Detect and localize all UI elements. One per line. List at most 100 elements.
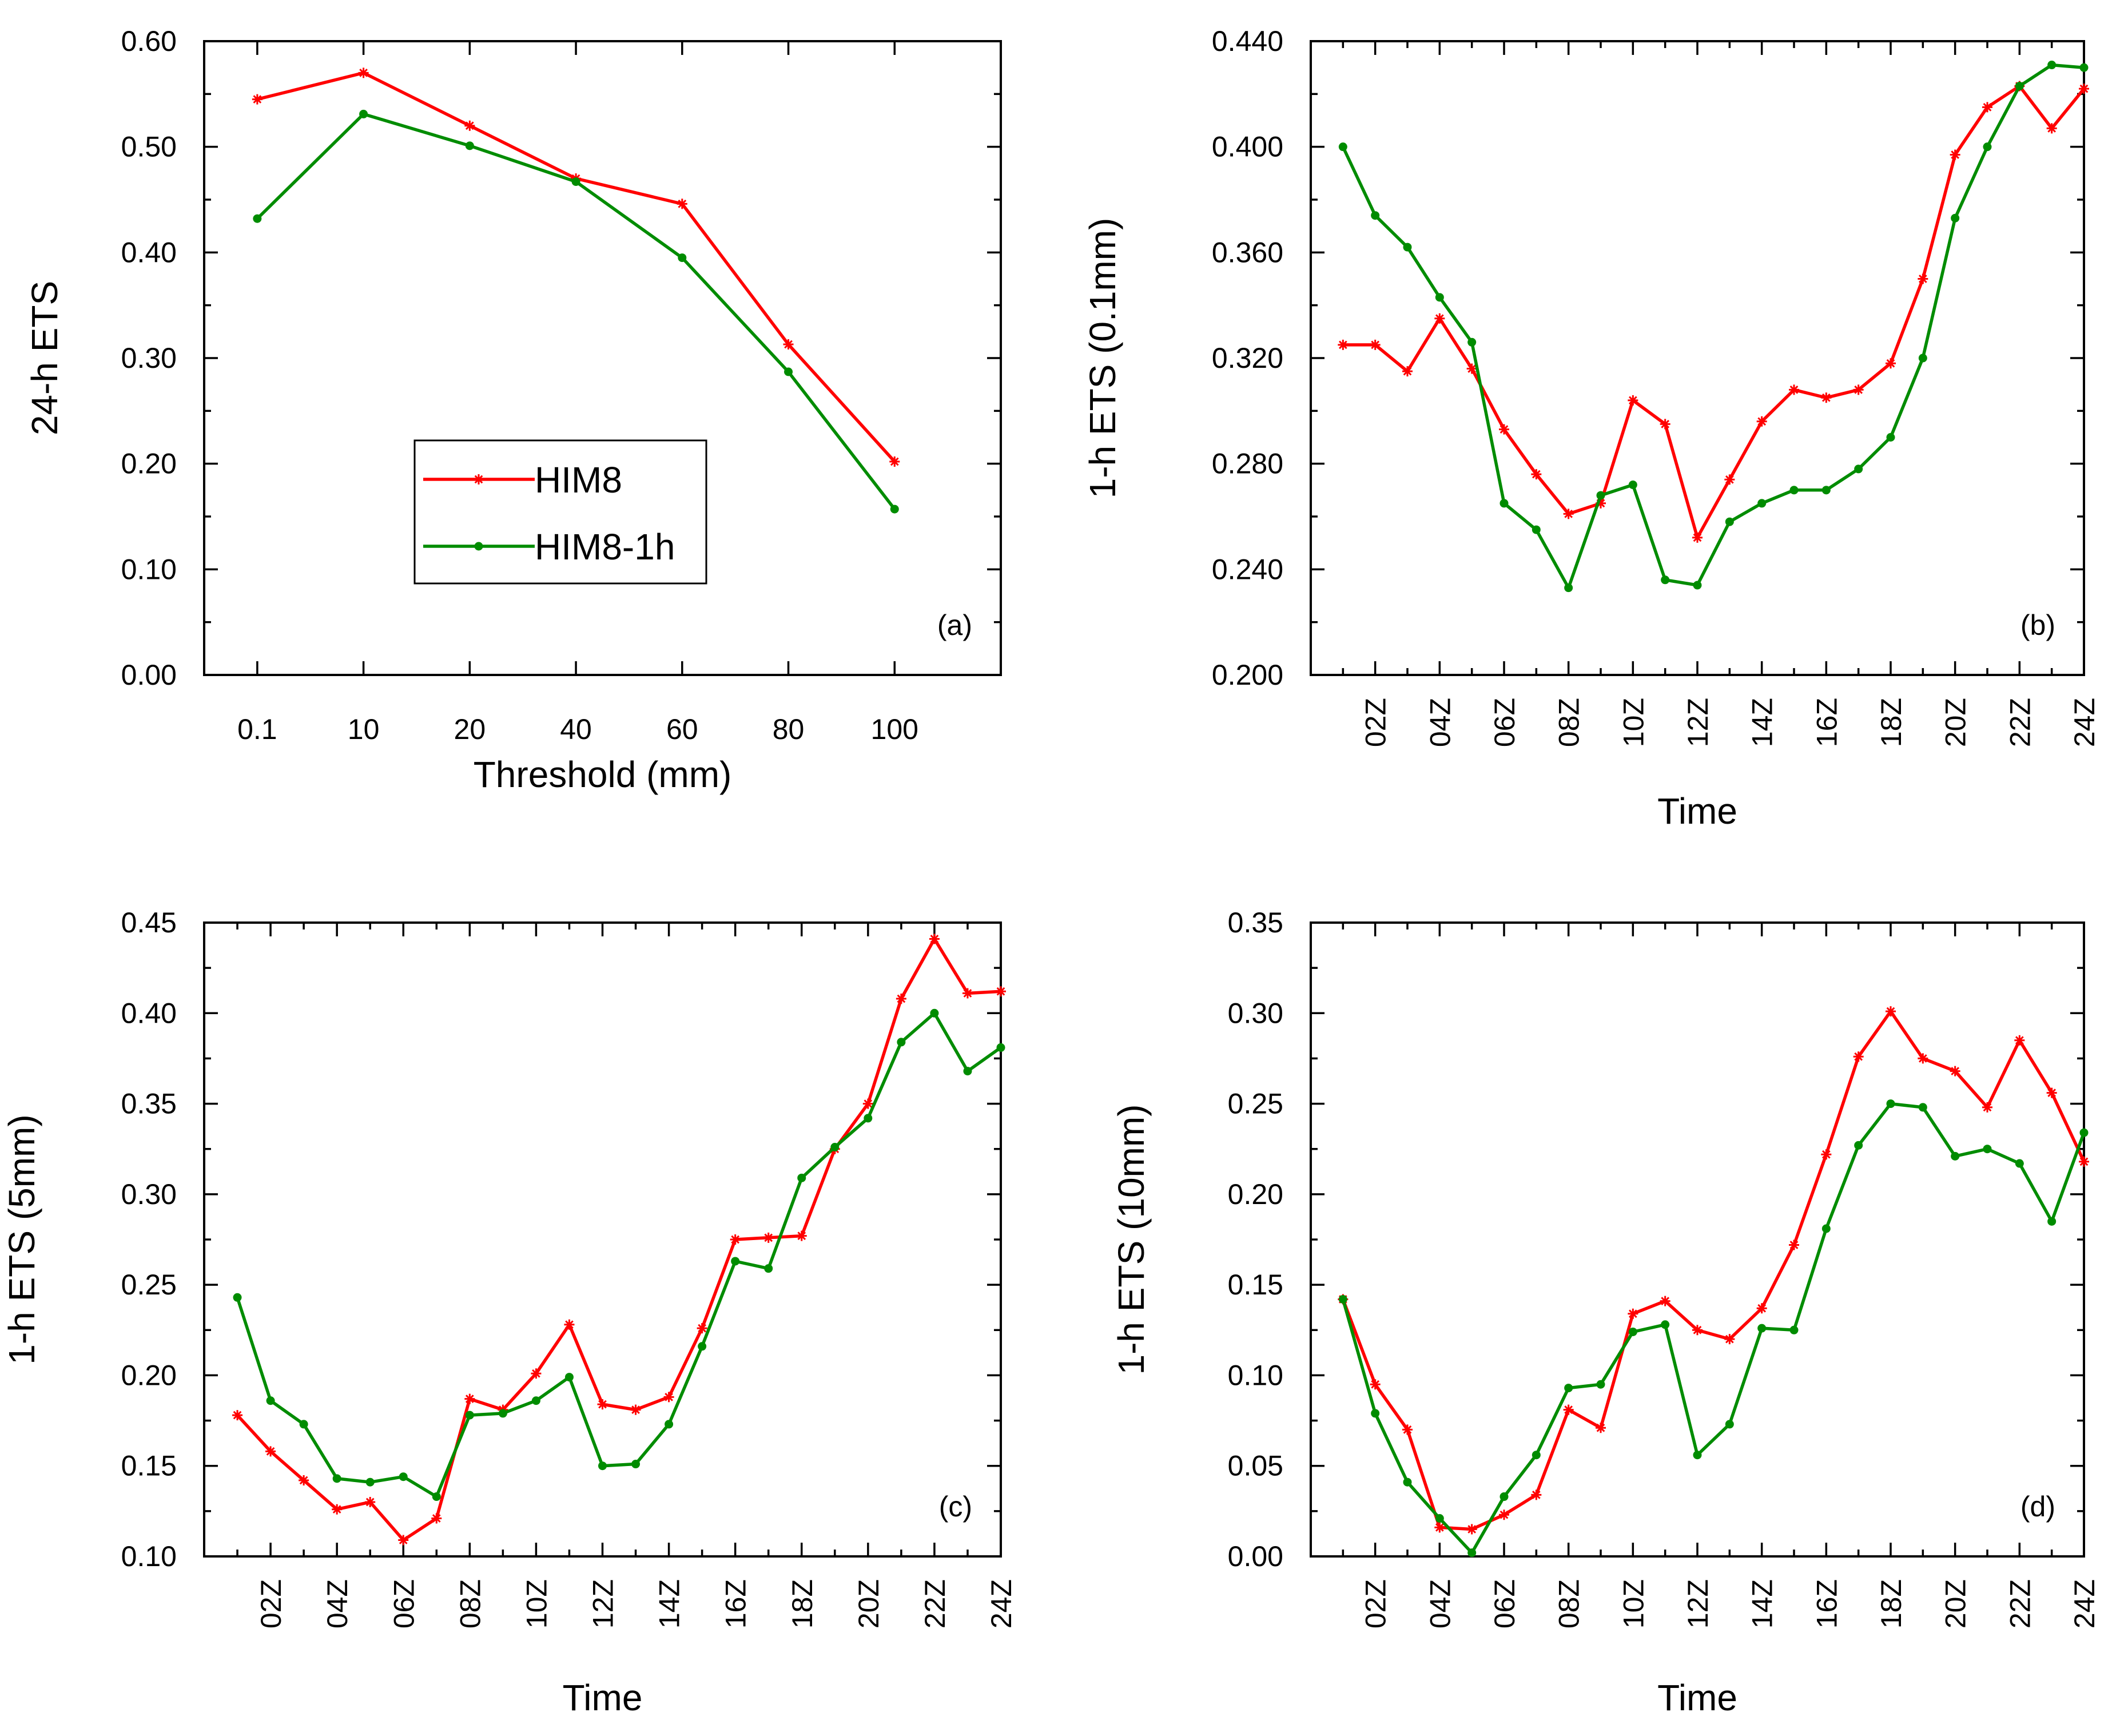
data-point <box>678 253 687 263</box>
data-point <box>1403 243 1412 252</box>
data-point <box>299 1420 308 1429</box>
data-point <box>1628 1327 1637 1336</box>
y-tick-label: 0.20 <box>121 448 177 480</box>
data-point <box>1628 395 1638 406</box>
x-tick-label: 40 <box>560 713 592 745</box>
data-point <box>299 1475 309 1486</box>
data-point <box>784 367 793 376</box>
data-point <box>630 1404 641 1415</box>
data-point <box>1724 1334 1735 1345</box>
y-tick-label: 0.360 <box>1212 236 1283 268</box>
y-tick-label: 0.35 <box>121 1088 177 1120</box>
data-point <box>1531 1489 1542 1500</box>
data-point <box>597 1399 608 1410</box>
y-axis-title: 24-h ETS <box>24 281 65 435</box>
y-tick-label: 0.60 <box>121 25 177 57</box>
data-point <box>564 1373 574 1382</box>
data-point <box>1661 575 1670 585</box>
y-tick-label: 0.15 <box>1228 1269 1283 1301</box>
data-point <box>1854 464 1863 474</box>
data-point <box>1950 149 1960 160</box>
data-point <box>465 141 474 150</box>
data-point <box>498 1409 507 1418</box>
y-tick-label: 0.30 <box>121 1178 177 1210</box>
x-tick-label: 08Z <box>1553 698 1585 747</box>
data-point <box>996 986 1006 997</box>
x-tick-label: 20Z <box>1940 698 1972 747</box>
x-tick-label: 24Z <box>2069 1579 2101 1628</box>
x-tick-label: 04Z <box>1424 1579 1456 1628</box>
data-point <box>864 1114 873 1123</box>
data-point <box>1403 1477 1412 1487</box>
legend-label: HIM8 <box>535 459 622 500</box>
y-axis-title: 1-h ETS (10mm) <box>1111 1105 1152 1375</box>
x-axis-title: Time <box>1657 790 1737 832</box>
data-point <box>1951 1151 1960 1161</box>
data-point <box>432 1492 441 1501</box>
series-him8 <box>1338 1006 2089 1535</box>
series-him8-1h <box>1338 1099 2089 1558</box>
data-point <box>464 120 475 131</box>
series-line-him8 <box>257 71 896 463</box>
panel-label: (b) <box>2020 609 2055 641</box>
data-point <box>2079 84 2089 94</box>
plot-frame <box>1310 921 2085 1558</box>
x-tick-label: 12Z <box>1682 1579 1714 1628</box>
data-point <box>1371 1409 1380 1418</box>
data-point <box>1982 102 1992 113</box>
x-tick-label: 20Z <box>1940 1579 1972 1628</box>
data-point <box>2015 81 2024 90</box>
x-tick-label: 18Z <box>1875 1579 1907 1628</box>
x-tick-label: 18Z <box>786 1579 818 1628</box>
data-point <box>465 1411 474 1420</box>
data-point <box>2079 1128 2089 1137</box>
y-tick-label: 0.35 <box>1228 907 1283 939</box>
data-point <box>1338 142 1347 152</box>
y-tick-label: 0.50 <box>121 131 177 163</box>
data-point <box>332 1474 341 1483</box>
legend-marker <box>474 474 484 484</box>
x-tick-label: 60 <box>666 713 698 745</box>
data-point <box>830 1143 840 1152</box>
data-point <box>896 993 906 1004</box>
data-point <box>1886 1099 1895 1109</box>
x-tick-label: 14Z <box>654 1579 686 1628</box>
legend-label: HIM8-1h <box>535 526 675 567</box>
data-point <box>1338 1294 1347 1304</box>
y-axis-title: 1-h ETS (5mm) <box>1 1114 42 1364</box>
data-point <box>1434 313 1445 324</box>
y-tick-label: 0.40 <box>121 997 177 1029</box>
x-tick-label: 12Z <box>587 1579 619 1628</box>
data-point <box>398 1535 409 1546</box>
data-point <box>1532 1451 1541 1460</box>
data-point <box>2079 1156 2089 1167</box>
data-point <box>2047 61 2057 70</box>
y-tick-label: 0.240 <box>1212 553 1283 585</box>
x-tick-label: 20Z <box>853 1579 885 1628</box>
data-point <box>365 1497 376 1508</box>
series-line-him8-1h <box>1341 63 2085 590</box>
data-point <box>665 1420 674 1429</box>
data-point <box>1853 1051 1864 1062</box>
y-tick-label: 0.10 <box>121 553 177 585</box>
series-line-him8-1h <box>236 1011 1002 1499</box>
data-point <box>1789 486 1799 495</box>
x-tick-label: 06Z <box>1489 1579 1521 1628</box>
data-point <box>233 1293 242 1302</box>
series-him8 <box>232 933 1006 1546</box>
data-point <box>1402 1424 1413 1435</box>
data-point <box>232 1410 243 1421</box>
data-point <box>1853 384 1864 395</box>
data-point <box>1821 486 1831 495</box>
data-point <box>1435 1514 1444 1523</box>
data-point <box>631 1460 641 1469</box>
x-tick-label: 08Z <box>454 1579 486 1628</box>
data-point <box>1693 1451 1702 1460</box>
data-point <box>862 1098 873 1109</box>
x-tick-label: 0.1 <box>237 713 277 745</box>
data-point <box>564 1319 575 1330</box>
data-point <box>1596 498 1606 509</box>
data-point <box>962 988 973 999</box>
data-point <box>1371 211 1380 220</box>
data-point <box>1789 1240 1799 1250</box>
